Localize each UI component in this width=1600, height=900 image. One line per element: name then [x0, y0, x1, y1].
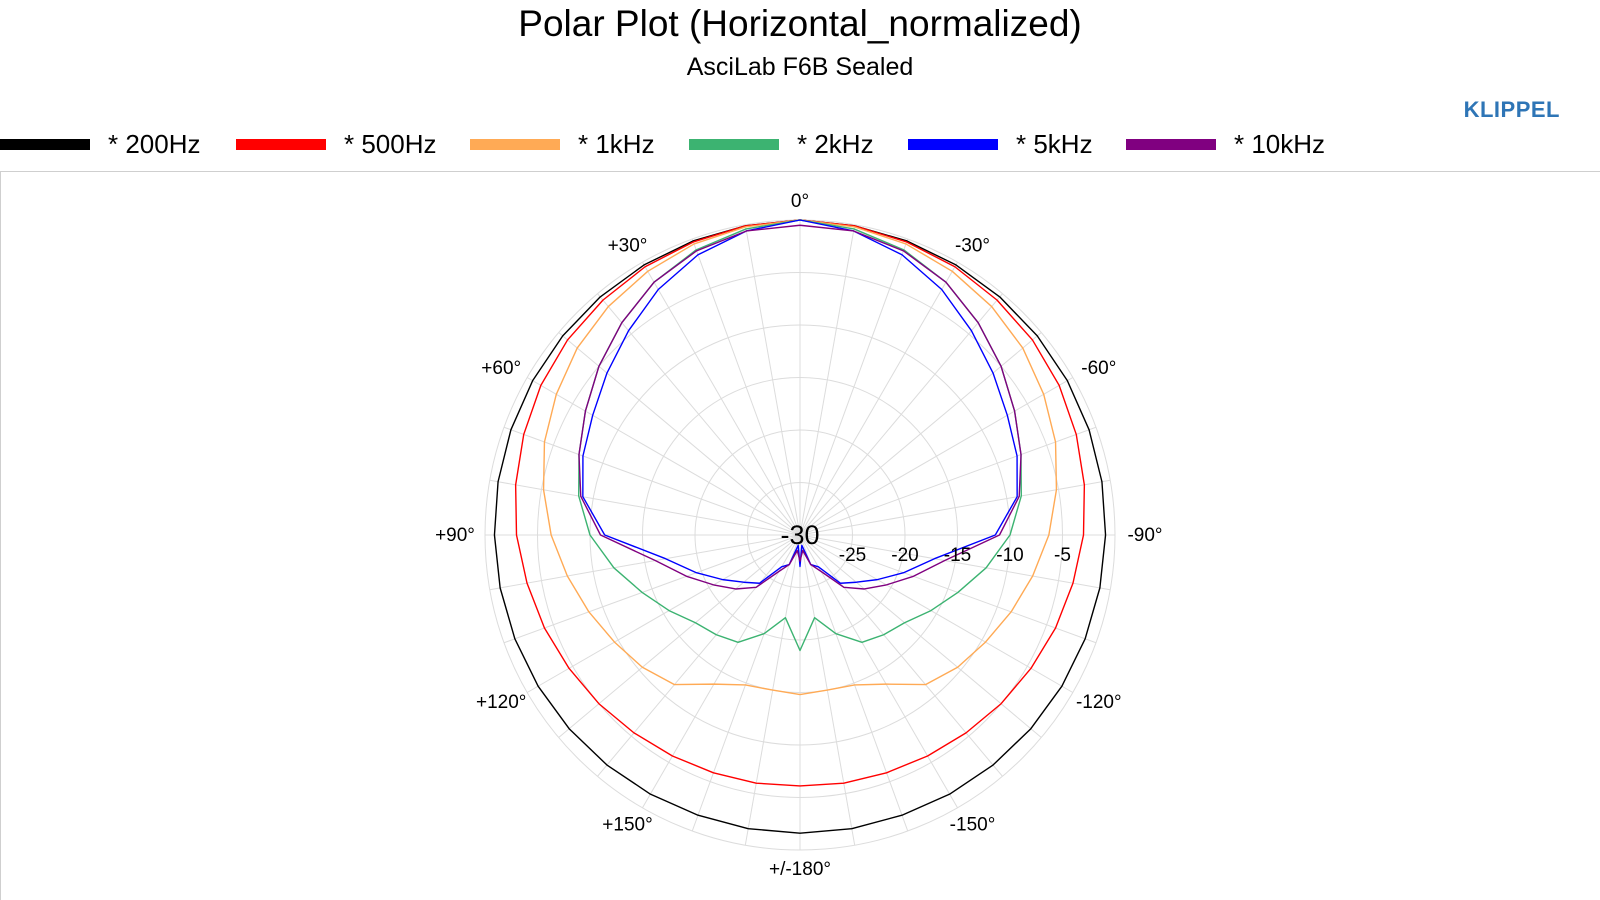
- legend-label: * 200Hz: [108, 129, 201, 159]
- angle-label: -150°: [950, 814, 996, 835]
- legend-label: * 2kHz: [797, 129, 874, 159]
- angle-label: +30°: [608, 236, 648, 257]
- angle-label: 0°: [791, 191, 809, 212]
- angle-label: +90°: [435, 525, 475, 546]
- brand-logo: KLIPPEL: [1463, 97, 1560, 122]
- grid-ring: [694, 429, 906, 641]
- series-layer: [493, 219, 1107, 834]
- angle-label: -30°: [955, 236, 990, 257]
- grid-ring: [747, 482, 853, 588]
- legend-label: * 10kHz: [1234, 129, 1326, 159]
- angle-label: +120°: [476, 692, 526, 713]
- legend-label: * 5kHz: [1016, 129, 1093, 159]
- radial-tick-label: -20: [891, 545, 918, 566]
- radial-tick-label: -5: [1054, 545, 1071, 566]
- series-line-0: [493, 219, 1107, 834]
- plot-area-frame: [0, 171, 1600, 900]
- radial-tick-label: -10: [996, 545, 1023, 566]
- angle-label: -90°: [1127, 525, 1162, 546]
- chart-subtitle: AsciLab F6B Sealed: [686, 53, 914, 81]
- legend-swatch: [470, 139, 560, 150]
- radial-tick-label: -15: [944, 545, 971, 566]
- legend-label: * 500Hz: [344, 129, 437, 159]
- legend-swatch: [0, 139, 90, 150]
- series-line-4: [582, 219, 1018, 584]
- angle-label: +/-180°: [769, 859, 831, 880]
- series-line-1: [514, 219, 1086, 787]
- angle-label: +60°: [481, 358, 521, 379]
- legend-swatch: [1126, 139, 1216, 150]
- legend-swatch: [236, 139, 326, 150]
- legend-swatch: [908, 139, 998, 150]
- grid-ring: [642, 377, 958, 693]
- legend-swatch: [689, 139, 779, 150]
- chart-title: Polar Plot (Horizontal_normalized): [518, 3, 1082, 44]
- angle-label: -120°: [1076, 692, 1122, 713]
- angle-label: +150°: [602, 814, 652, 835]
- radial-center-label: -30: [780, 520, 819, 550]
- axis-labels: 0° -30° -60° -90° -120° -150° +/-180° +150° +120…: [435, 191, 1162, 880]
- series-line-2: [542, 219, 1058, 696]
- angle-label: -60°: [1081, 358, 1116, 379]
- radial-tick-label: -25: [839, 545, 866, 566]
- series-line-5: [578, 224, 1022, 590]
- grid-ring: [537, 272, 1063, 798]
- legend-label: * 1kHz: [578, 129, 655, 159]
